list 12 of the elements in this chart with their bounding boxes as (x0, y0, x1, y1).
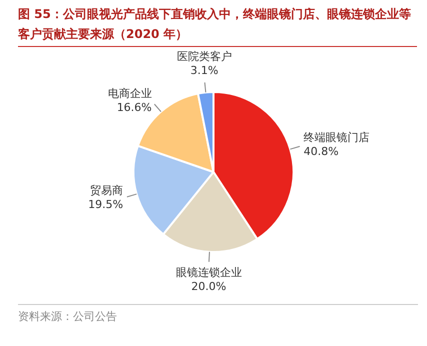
slice-label: 眼镜连锁企业 (176, 266, 242, 279)
data-label: 3.1% (190, 64, 218, 78)
slice-label: 电商企业 (108, 87, 152, 100)
data-label: 16.6% (116, 101, 152, 114)
chart-title: 图 55：公司眼视光产品线下直销收入中，终端眼镜门店、眼镜连锁企业等客户贡献主要来源（2020 年） (18, 4, 417, 47)
data-label: 20.0% (191, 280, 226, 293)
slice-label: 医院类客户 (176, 50, 232, 64)
slice-label: 贸易商 (90, 184, 124, 197)
data-label: 40.8% (304, 145, 339, 158)
slice-label: 终端眼镜门店 (304, 131, 370, 144)
data-label: 19.5% (88, 198, 124, 211)
text: 资料来源：公司公告 (18, 304, 418, 324)
